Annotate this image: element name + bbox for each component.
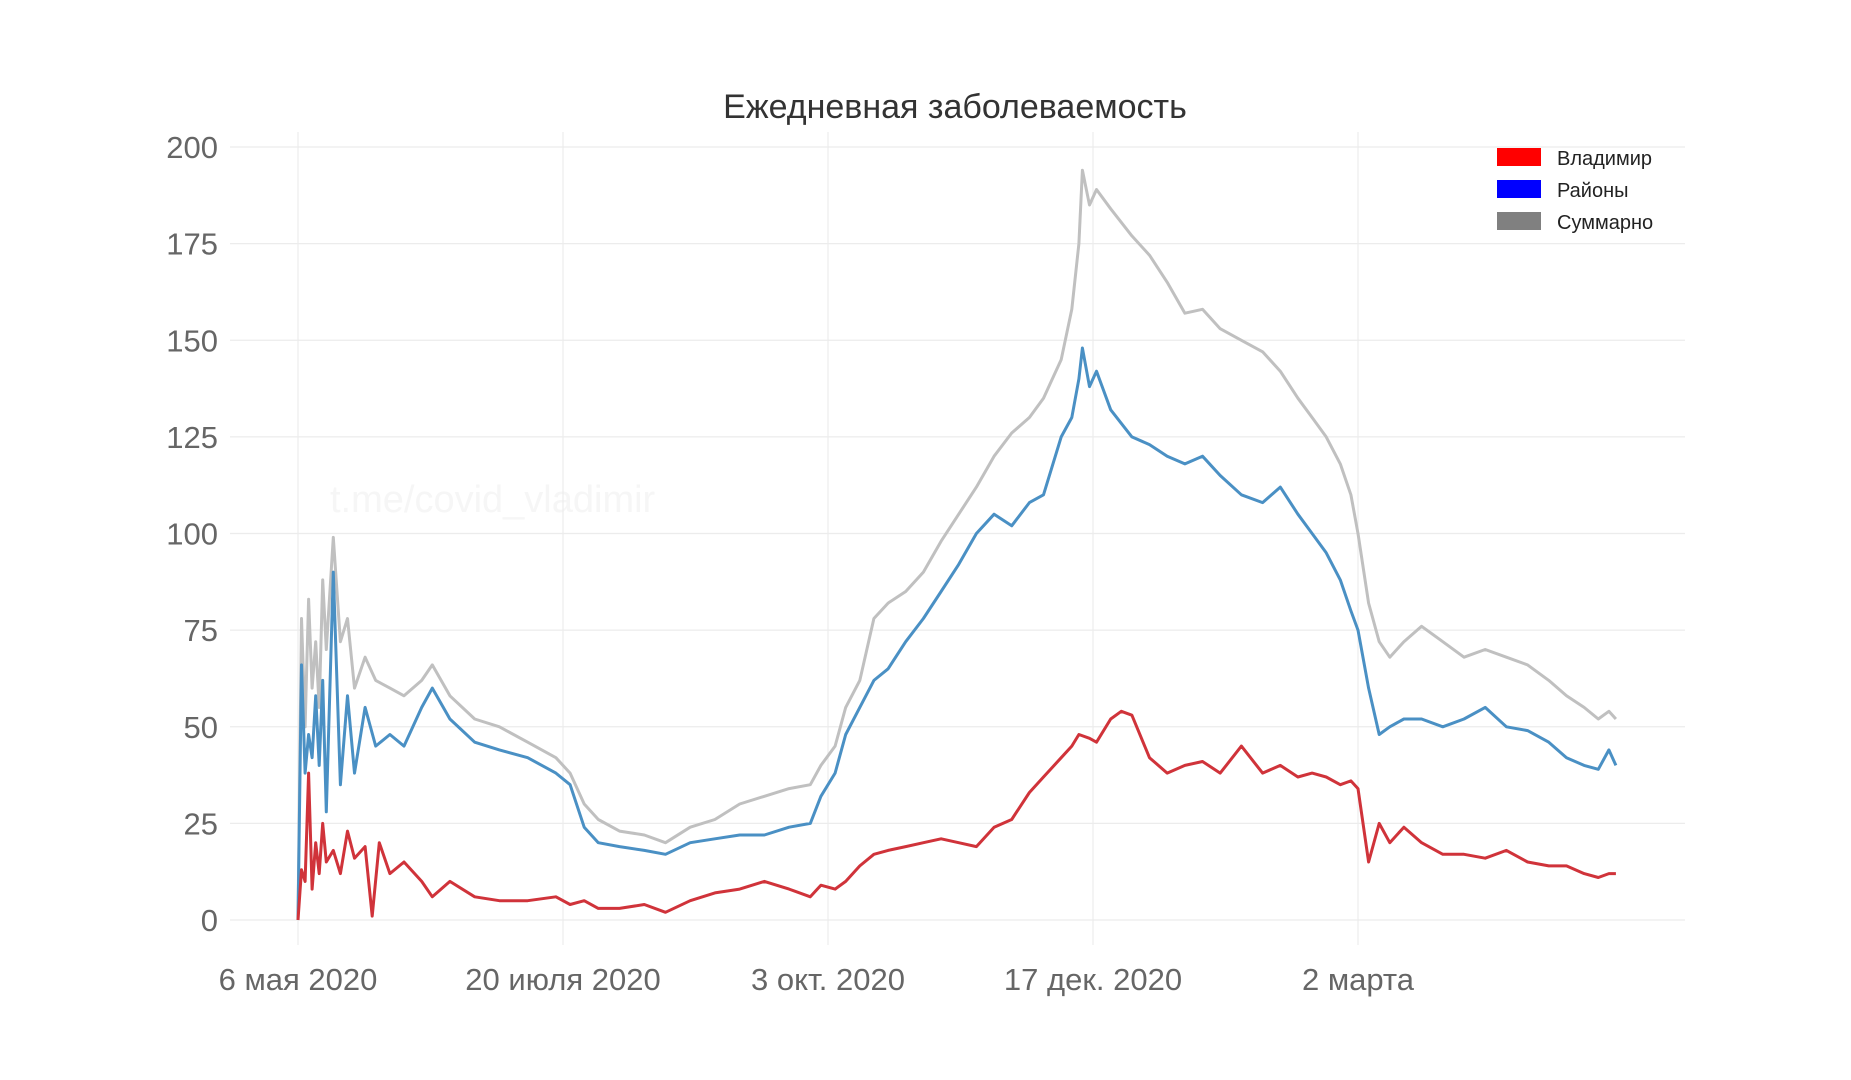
y-axis-ticks: 0 25 50 75 100 125 150 175 200 [166,130,218,938]
x-tick-label: 6 мая 2020 [219,962,378,997]
y-tick-label: 125 [166,420,218,455]
x-tick-label: 17 дек. 2020 [1004,962,1182,997]
chart-watermark: t.me/covid_vladimir [330,479,656,521]
chart-title: Ежедневная заболеваемость [723,88,1187,126]
x-tick-label: 3 окт. 2020 [751,962,905,997]
y-tick-label: 200 [166,130,218,165]
y-tick-label: 100 [166,517,218,552]
y-tick-label: 150 [166,323,218,358]
chart-legend: Владимир Районы Суммарно [1497,148,1653,234]
series-lines [296,168,1618,921]
x-axis-ticks: 6 мая 2020 20 июля 2020 3 окт. 2020 17 дек.… [219,962,1415,997]
y-tick-label: 0 [201,903,218,938]
series-line-Владимир [296,709,1616,921]
x-tick-label: 20 июля 2020 [465,962,660,997]
series-line-Суммарно [296,168,1618,921]
grid-lines [230,132,1685,945]
legend-label-rayony: Районы [1557,180,1629,202]
x-tick-label: 2 марта [1302,962,1415,997]
legend-label-vladimir: Владимир [1557,148,1652,170]
y-tick-label: 25 [184,806,218,841]
legend-swatch-vladimir [1497,148,1541,166]
legend-swatch-rayony [1497,180,1541,198]
legend-swatch-summarno [1497,212,1541,230]
y-tick-label: 75 [184,613,218,648]
y-tick-label: 50 [184,710,218,745]
series-line-Районы [296,346,1618,921]
legend-label-summarno: Суммарно [1557,212,1653,234]
y-tick-label: 175 [166,227,218,262]
